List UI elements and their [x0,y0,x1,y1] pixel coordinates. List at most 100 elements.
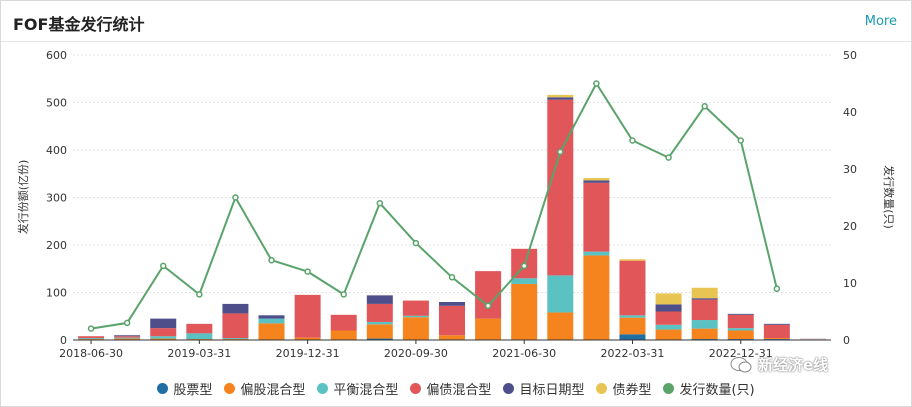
line-point [304,268,311,275]
line-point [557,148,564,156]
bar-segment [655,293,682,305]
panel-title: FOF基金发行统计 [13,15,145,34]
y-right-tick-label: 0 [843,334,850,347]
bar-segment [330,330,357,340]
bar-segment [258,315,285,319]
bar-segment [727,313,754,315]
bar-segment [402,315,429,318]
legend-swatch [596,382,608,394]
y-left-tick-label: 100 [46,287,67,300]
legend-swatch [317,382,329,394]
bar-segment [547,275,574,313]
bar-segment [366,295,393,304]
bar-segment [114,335,141,337]
bar-segment [691,287,718,299]
legend-item[interactable]: 目标日期型 [503,379,584,398]
bar-segment [763,338,790,340]
x-tick-label: 2019-12-31 [276,347,340,360]
bar-segment [439,302,465,306]
bar-segment [78,338,105,340]
bar-segment [619,259,646,261]
y-right-tick-label: 30 [843,163,857,176]
legend-item[interactable]: 平衡混合型 [317,379,398,398]
line-point [665,154,672,161]
legend-item[interactable]: 偏债混合型 [410,379,491,398]
legend-item[interactable]: 股票型 [157,379,212,398]
legend-label: 股票型 [173,382,213,398]
bar-segment [583,255,610,340]
y-left-tick-label: 200 [46,239,67,252]
bar-segment [78,336,105,339]
legend-item[interactable]: 发行数量(只) [663,379,755,398]
bar-segment [583,178,610,181]
x-tick-label: 2022-03-31 [601,347,665,360]
bar-series [78,94,826,340]
bar-segment [150,318,177,329]
bar-segment [150,336,177,339]
line-point [593,80,600,87]
bar-segment [655,329,682,340]
bar-segment [366,303,393,322]
bar-segment [799,338,826,340]
legend-label: 平衡混合型 [333,382,399,398]
bar-segment [583,180,610,183]
bar-segment [114,336,141,338]
issue-count-line [90,81,778,330]
legend-item[interactable]: 偏股混合型 [224,379,305,398]
bar-segment [402,317,429,340]
grid-lines [73,54,831,293]
bar-segment [186,333,213,340]
legend-label: 目标日期型 [519,382,585,398]
bar-segment [330,314,357,331]
bar-segment [222,303,249,314]
y-axis-left-title: 发行份额(亿份) [16,160,30,235]
bar-segment [114,338,141,340]
bar-segment [258,323,285,340]
line-point [340,291,347,298]
bar-segment [547,312,574,340]
line-point [196,291,203,298]
bar-segment [294,294,321,338]
watermark-text: 新经济e线 [758,356,829,374]
bar-segment [583,251,610,256]
line-point [268,256,275,264]
bar-segment [402,300,429,316]
bar-segment [655,311,682,325]
bar-segment [547,99,574,276]
bar-segment [691,320,718,329]
bar-segment [619,334,646,340]
watermark: 新经济e线 [730,354,828,375]
bar-segment [691,298,718,300]
bar-segment [150,328,177,337]
bar-segment [186,323,213,334]
bar-segment [439,335,465,340]
chat-bubble-icon [730,356,752,372]
bar-segment [619,315,646,318]
y-left-tick-label: 0 [60,334,67,347]
y-right-tick-label: 20 [843,220,857,233]
line-point [87,325,95,332]
y-left-tick-label: 400 [46,144,67,157]
line-point [159,262,167,270]
bar-segment [547,94,574,98]
bar-segment [691,299,718,321]
bar-segment [294,337,321,340]
bar-segment [439,305,465,336]
line-point [737,137,745,144]
legend-swatch [157,382,169,394]
legend-swatch [663,382,675,394]
legend-item[interactable]: 债券型 [596,379,651,398]
x-tick-label: 2018-06-30 [59,347,123,360]
bar-segment [366,324,393,339]
y-left-tick-label: 300 [46,192,67,205]
legend-swatch [503,382,515,394]
legend-swatch [224,382,236,394]
line-point [701,103,708,110]
line-point [123,319,131,327]
line-point [484,302,492,310]
more-link[interactable]: More [864,14,897,29]
bar-segment [475,318,502,340]
bar-segment [511,278,538,284]
